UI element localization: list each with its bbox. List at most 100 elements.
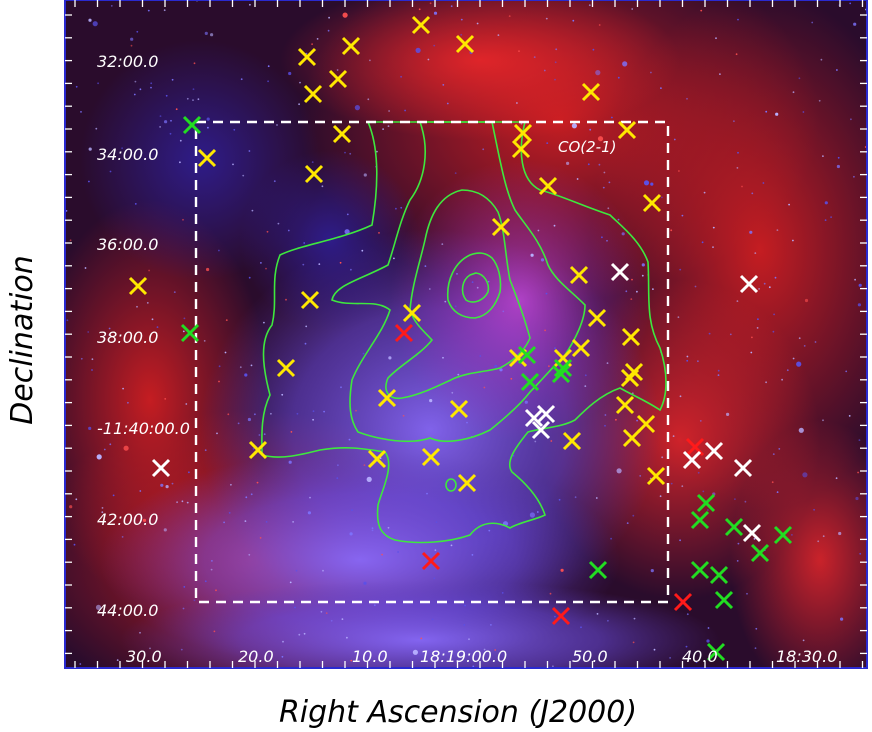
star	[830, 216, 832, 219]
star	[225, 319, 228, 321]
star	[734, 498, 736, 500]
star	[472, 665, 475, 668]
star	[265, 521, 268, 523]
star	[679, 395, 682, 398]
star	[215, 589, 217, 592]
star	[289, 581, 292, 584]
star	[361, 249, 364, 252]
star	[211, 560, 213, 562]
star	[395, 207, 397, 210]
star	[554, 61, 557, 64]
green-source-marker	[750, 543, 770, 563]
star	[792, 357, 795, 360]
star	[382, 128, 384, 131]
star	[303, 632, 306, 635]
star	[625, 290, 628, 293]
star	[185, 403, 188, 405]
star	[726, 412, 730, 416]
star	[181, 500, 184, 503]
star	[611, 116, 613, 119]
star	[791, 534, 793, 536]
star	[87, 331, 90, 333]
star	[322, 569, 324, 572]
star	[552, 665, 554, 668]
star	[584, 385, 587, 387]
star	[454, 172, 457, 175]
ra-tick-label: 18:19:00.0	[420, 647, 507, 666]
star	[400, 206, 403, 209]
green-source-marker	[724, 517, 744, 537]
star	[677, 316, 680, 319]
star	[248, 276, 251, 279]
star	[708, 332, 711, 335]
star	[245, 496, 248, 499]
star	[700, 9, 703, 12]
star	[176, 501, 179, 504]
dec-tick-label: 34:00.0	[97, 145, 158, 164]
star	[363, 464, 366, 466]
star	[95, 127, 98, 130]
star	[707, 509, 709, 511]
ra-tick-label: 30.0	[126, 647, 162, 666]
star	[312, 410, 315, 413]
star	[530, 253, 534, 257]
ra-tick-label: 40.0	[682, 647, 718, 666]
star	[311, 43, 313, 45]
star	[681, 485, 684, 488]
star	[252, 448, 255, 450]
star	[798, 77, 801, 80]
star	[554, 615, 556, 618]
star	[130, 37, 134, 41]
green-source-marker	[714, 590, 734, 610]
star	[175, 108, 178, 111]
star	[814, 341, 817, 343]
star	[471, 554, 474, 556]
star	[304, 342, 307, 345]
star	[366, 476, 372, 482]
star	[237, 422, 240, 425]
star	[685, 645, 688, 648]
yellow-source-marker	[411, 15, 431, 35]
star	[210, 33, 214, 37]
star	[598, 163, 601, 166]
star	[263, 433, 266, 436]
star	[464, 604, 466, 607]
star	[595, 70, 601, 76]
star	[482, 148, 485, 151]
star	[355, 409, 357, 412]
star	[516, 102, 518, 104]
star	[803, 345, 806, 347]
star	[307, 511, 311, 515]
star	[712, 246, 714, 249]
star	[69, 239, 72, 242]
star	[298, 103, 300, 106]
contour-level-4	[446, 252, 502, 319]
star	[75, 498, 78, 501]
star	[108, 334, 111, 336]
star	[204, 580, 207, 583]
yellow-source-marker	[303, 84, 323, 104]
star	[429, 399, 433, 403]
star	[587, 163, 590, 166]
star	[626, 522, 629, 524]
star	[139, 490, 142, 492]
star	[669, 657, 671, 659]
star	[763, 282, 766, 285]
star	[653, 648, 656, 651]
dec-tick-labels: 32:00.0 34:00.0 36:00.0 38:00.0 -11:40:0…	[97, 52, 190, 620]
star	[327, 29, 330, 32]
star	[679, 268, 682, 271]
star	[840, 617, 844, 621]
star	[681, 214, 684, 217]
star	[147, 9, 150, 12]
star	[857, 471, 859, 474]
star	[601, 236, 603, 239]
star	[163, 528, 167, 532]
star	[571, 123, 578, 129]
star	[776, 491, 779, 493]
star	[123, 445, 129, 451]
dec-tick-label: 36:00.0	[97, 235, 158, 254]
white-source-marker	[524, 408, 544, 428]
star	[148, 269, 151, 272]
star	[854, 278, 856, 281]
